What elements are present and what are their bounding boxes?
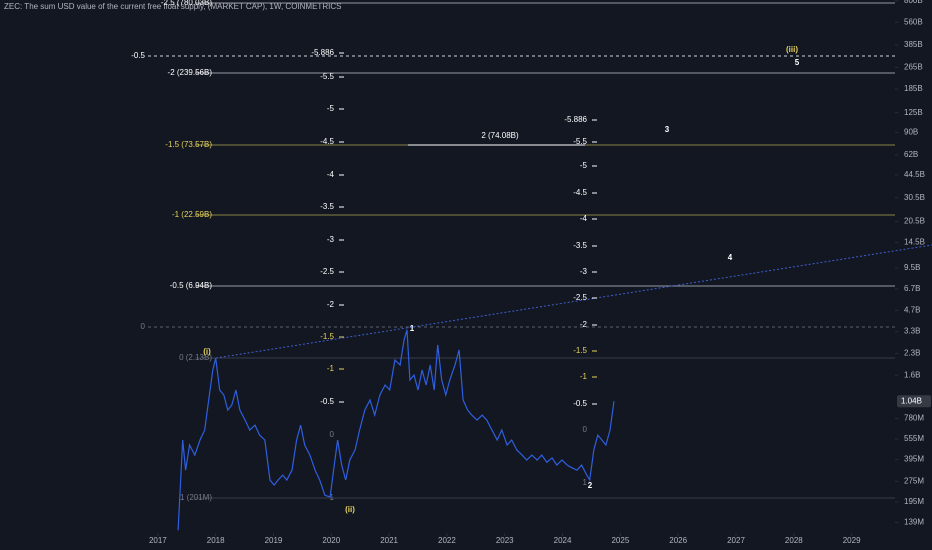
y-tick-label: 1.6B bbox=[904, 370, 920, 379]
x-tick-label: 2026 bbox=[669, 536, 687, 545]
fib-label: -1.5 (73.57B) bbox=[165, 140, 212, 149]
dashed-label: -0.5 bbox=[131, 51, 145, 60]
scale-label: -3 bbox=[327, 235, 335, 244]
target-label: 2 (74.08B) bbox=[481, 131, 519, 140]
scale-label: -5.886 bbox=[564, 115, 587, 124]
x-tick-label: 2024 bbox=[554, 536, 572, 545]
trend-line bbox=[215, 244, 932, 359]
x-tick-label: 2020 bbox=[322, 536, 340, 545]
y-tick-label: 275M bbox=[904, 476, 924, 485]
wave-label: (ii) bbox=[345, 505, 355, 514]
scale-label: -4 bbox=[327, 170, 335, 179]
scale-label: -1 bbox=[327, 364, 335, 373]
wave-label: 3 bbox=[665, 125, 670, 134]
scale-label: -2 bbox=[580, 320, 588, 329]
fib-label: -2.5 (780.03B) bbox=[161, 0, 212, 7]
y-tick-label: 9.5B bbox=[904, 263, 920, 272]
chart-title: ZEC: The sum USD value of the current fr… bbox=[4, 2, 341, 11]
y-tick-label: 125B bbox=[904, 108, 923, 117]
scale-label: -3.5 bbox=[320, 202, 334, 211]
wave-label: 1 bbox=[410, 324, 415, 333]
scale-label: -1.5 bbox=[573, 346, 587, 355]
y-tick-label: 385B bbox=[904, 40, 923, 49]
fib-label: -2 (239.56B) bbox=[168, 68, 213, 77]
y-tick-label: 265B bbox=[904, 63, 923, 72]
y-tick-label: 20.5B bbox=[904, 217, 925, 226]
y-tick-label: 560B bbox=[904, 17, 923, 26]
scale-label: -1.5 bbox=[320, 332, 334, 341]
y-tick-label: 780M bbox=[904, 414, 924, 423]
price-line bbox=[177, 329, 615, 531]
wave-label: (i) bbox=[203, 347, 211, 356]
x-tick-label: 2025 bbox=[611, 536, 629, 545]
scale-label: -4 bbox=[580, 214, 588, 223]
y-tick-label: 62B bbox=[904, 150, 918, 159]
fib-label: 0 (2.13B) bbox=[179, 353, 212, 362]
current-label: 1.04B bbox=[901, 396, 922, 405]
scale-label: -3.5 bbox=[573, 241, 587, 250]
x-tick-label: 2021 bbox=[380, 536, 398, 545]
scale-label: -4.5 bbox=[573, 188, 587, 197]
wave-label: 2 bbox=[588, 481, 593, 490]
wave-label: (iii) bbox=[786, 45, 798, 54]
wave-label: 5 bbox=[795, 58, 800, 67]
scale-label: -5.5 bbox=[573, 137, 587, 146]
wave-label: 4 bbox=[728, 253, 733, 262]
scale-label: -4.5 bbox=[320, 137, 334, 146]
x-tick-label: 2018 bbox=[207, 536, 225, 545]
y-tick-label: 139M bbox=[904, 518, 924, 527]
y-tick-label: 800B bbox=[904, 0, 923, 5]
scale-label: -0.5 bbox=[320, 397, 334, 406]
y-tick-label: 2.3B bbox=[904, 348, 920, 357]
y-tick-label: 3.3B bbox=[904, 327, 920, 336]
scale-label: -1 bbox=[580, 372, 588, 381]
scale-label: 1 bbox=[583, 478, 588, 487]
y-tick-label: 14.5B bbox=[904, 238, 925, 247]
y-tick-label: 185B bbox=[904, 84, 923, 93]
y-tick-label: 6.7B bbox=[904, 284, 920, 293]
scale-label: -5.5 bbox=[320, 72, 334, 81]
fib-label: -0.5 (6.94B) bbox=[170, 281, 213, 290]
scale-label: 1 bbox=[330, 493, 335, 502]
scale-label: 0 bbox=[583, 425, 588, 434]
x-tick-label: 2029 bbox=[843, 536, 861, 545]
fib-label: -1 (22.59B) bbox=[172, 210, 212, 219]
scale-label: -2.5 bbox=[573, 293, 587, 302]
x-tick-label: 2028 bbox=[785, 536, 803, 545]
y-tick-label: 555M bbox=[904, 434, 924, 443]
scale-label: -2.5 bbox=[320, 267, 334, 276]
y-tick-label: 395M bbox=[904, 455, 924, 464]
x-tick-label: 2023 bbox=[496, 536, 514, 545]
scale-label: -3 bbox=[580, 267, 588, 276]
scale-label: -5.886 bbox=[311, 48, 334, 57]
x-tick-label: 2027 bbox=[727, 536, 745, 545]
scale-label: -5 bbox=[327, 104, 335, 113]
y-tick-label: 90B bbox=[904, 128, 918, 137]
fib-label: 1 (201M) bbox=[180, 493, 212, 502]
y-tick-label: 4.7B bbox=[904, 305, 920, 314]
scale-label: -5 bbox=[580, 161, 588, 170]
x-tick-label: 2022 bbox=[438, 536, 456, 545]
scale-label: -2 bbox=[327, 300, 335, 309]
y-tick-label: 195M bbox=[904, 497, 924, 506]
y-tick-label: 44.5B bbox=[904, 170, 925, 179]
scale-label: -0.5 bbox=[573, 399, 587, 408]
x-tick-label: 2017 bbox=[149, 536, 167, 545]
dashed-label: 0 bbox=[141, 322, 146, 331]
x-tick-label: 2019 bbox=[265, 536, 283, 545]
y-tick-label: 30.5B bbox=[904, 193, 925, 202]
scale-label: 0 bbox=[330, 430, 335, 439]
current-tag bbox=[897, 395, 931, 408]
